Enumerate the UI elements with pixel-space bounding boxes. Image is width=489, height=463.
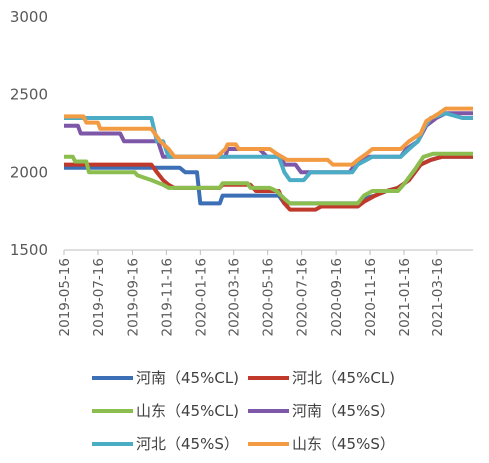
legend-label: 河南（45%CL) [136, 369, 239, 387]
legend-label: 河北（45%S） [136, 435, 239, 453]
x-tick-label: 2021-01-16 [397, 258, 413, 336]
legend-item: 河北（45%CL) [248, 369, 395, 387]
x-tick-label: 2020-09-16 [329, 258, 345, 336]
y-tick-label: 2500 [10, 86, 48, 104]
y-tick-label: 2000 [10, 163, 48, 181]
x-tick-label: 2020-03-16 [227, 258, 243, 336]
series-line-2 [64, 154, 473, 212]
series-line-6 [64, 106, 473, 167]
legend-label: 山东（45%CL) [136, 402, 239, 420]
series-lines [64, 106, 473, 212]
x-tick-label: 2020-01-16 [193, 258, 209, 336]
legend-label: 河北（45%CL) [292, 369, 395, 387]
x-tick-label: 2019-11-16 [159, 258, 175, 336]
legend: 河南（45%CL) 河北（45%CL) 山东（45%CL) 河南（45%S） 河北（45… [92, 369, 395, 453]
x-tick-label: 2019-07-16 [91, 258, 107, 336]
axes: 1500 2000 2500 3000 2019-05-16 2019-07-16 2019… [10, 8, 473, 336]
series-line-5 [64, 111, 473, 183]
y-tick-label: 1500 [10, 241, 48, 259]
legend-label: 山东（45%S） [292, 435, 395, 453]
x-tick-label: 2021-03-16 [430, 258, 446, 336]
y-tick-label: 3000 [10, 8, 48, 26]
legend-item: 山东（45%CL) [92, 402, 239, 420]
x-tick-label: 2020-05-16 [261, 258, 277, 336]
legend-item: 山东（45%S） [248, 435, 395, 453]
series-line-3 [64, 151, 473, 206]
legend-item: 河南（45%S） [248, 402, 395, 420]
legend-label: 河南（45%S） [292, 402, 395, 420]
x-tick-label: 2019-05-16 [57, 258, 73, 336]
x-tick-label: 2020-07-16 [295, 258, 311, 336]
x-tick-label: 2019-09-16 [125, 258, 141, 336]
legend-item: 河北（45%S） [92, 435, 239, 453]
legend-item: 河南（45%CL) [92, 369, 239, 387]
x-tick-label: 2020-11-16 [363, 258, 379, 336]
